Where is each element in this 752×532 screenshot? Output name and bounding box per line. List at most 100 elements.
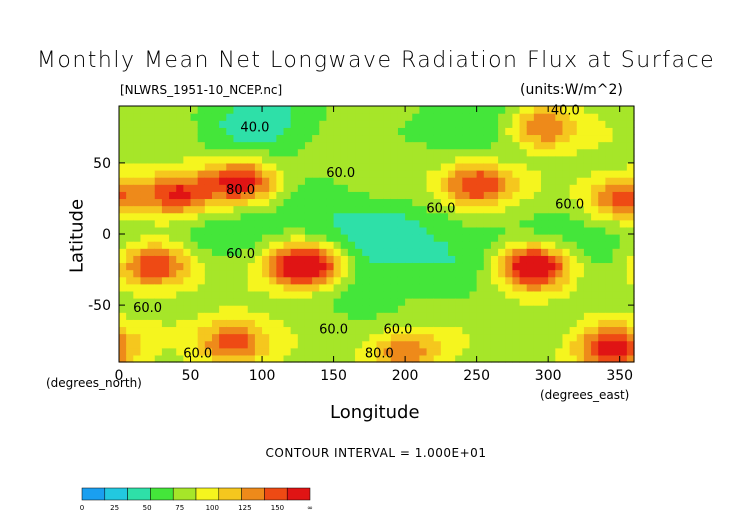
heatmap-cell	[312, 248, 320, 256]
heatmap-cell	[397, 354, 406, 363]
heatmap-cell	[476, 155, 485, 164]
heatmap-cell	[519, 212, 528, 221]
heatmap-cell	[119, 354, 127, 363]
heatmap-cell	[455, 191, 463, 200]
heatmap-cell	[340, 234, 349, 242]
heatmap-cell	[448, 234, 456, 242]
heatmap-cell	[219, 241, 227, 249]
heatmap-cell	[619, 134, 628, 143]
heatmap-cell	[362, 191, 370, 200]
heatmap-cell	[526, 120, 535, 128]
heatmap-cell	[312, 312, 320, 320]
heatmap-cell	[626, 319, 635, 328]
heatmap-cell	[448, 255, 456, 264]
heatmap-cell	[476, 219, 485, 228]
heatmap-cell	[355, 354, 363, 363]
heatmap-cell	[397, 191, 406, 200]
heatmap-cell	[383, 170, 392, 178]
heatmap-cell	[247, 347, 256, 356]
heatmap-cell	[469, 219, 478, 228]
heatmap-cell	[290, 226, 299, 235]
y-tick-label: -50	[88, 298, 111, 314]
heatmap-cell	[448, 319, 456, 328]
heatmap-cell	[433, 162, 442, 171]
heatmap-cell	[483, 184, 492, 192]
heatmap-cell	[562, 319, 571, 328]
heatmap-cell	[133, 141, 142, 150]
heatmap-cell	[269, 326, 277, 335]
heatmap-cell	[433, 262, 442, 271]
heatmap-cell	[140, 134, 149, 143]
heatmap-cell	[333, 319, 342, 328]
heatmap-cell	[183, 340, 192, 349]
heatmap-cell	[333, 184, 342, 192]
heatmap-cell	[290, 170, 299, 178]
y-tick-label: 50	[93, 156, 111, 172]
heatmap-cell	[283, 141, 292, 150]
heatmap-cell	[541, 255, 549, 264]
heatmap-cell	[476, 347, 485, 356]
heatmap-cell	[390, 226, 399, 235]
heatmap-cell	[405, 305, 413, 313]
heatmap-cell	[505, 326, 514, 335]
heatmap-cell	[319, 255, 328, 264]
heatmap-cell	[583, 305, 592, 313]
heatmap-cell	[326, 276, 335, 285]
heatmap-cell	[605, 347, 614, 356]
heatmap-cell	[462, 312, 471, 320]
heatmap-cell	[419, 347, 428, 356]
heatmap-cell	[426, 134, 435, 143]
contour-label: 60.0	[319, 323, 348, 338]
heatmap-cell	[119, 276, 127, 285]
heatmap-cell	[355, 333, 363, 342]
heatmap-cell	[569, 155, 578, 164]
heatmap-cell	[355, 120, 363, 128]
heatmap-cell	[347, 148, 356, 157]
heatmap-cell	[169, 191, 177, 200]
heatmap-cell	[304, 290, 313, 299]
heatmap-cell	[161, 340, 170, 349]
heatmap-cell	[626, 290, 635, 299]
heatmap-cell	[426, 155, 435, 164]
heatmap-cell	[605, 113, 614, 121]
heatmap-cell	[183, 155, 192, 164]
heatmap-cell	[376, 205, 385, 214]
heatmap-cell	[440, 120, 449, 128]
heatmap-cell	[233, 184, 242, 192]
heatmap-cell	[440, 333, 449, 342]
heatmap-cell	[519, 155, 528, 164]
heatmap-cell	[376, 298, 385, 306]
heatmap-cell	[126, 155, 134, 164]
heatmap-cell	[433, 120, 442, 128]
contour-label: 40.0	[240, 121, 269, 136]
heatmap-cell	[455, 106, 463, 114]
heatmap-cell	[312, 205, 320, 214]
heatmap-cell	[526, 298, 535, 306]
heatmap-cell	[591, 347, 599, 356]
heatmap-cell	[161, 269, 170, 278]
heatmap-cell	[297, 326, 306, 335]
heatmap-cell	[469, 262, 478, 271]
heatmap-cell	[376, 141, 385, 150]
heatmap-cell	[583, 333, 592, 342]
heatmap-cell	[383, 191, 392, 200]
heatmap-cell	[412, 234, 421, 242]
heatmap-cell	[455, 276, 463, 285]
heatmap-cell	[605, 226, 614, 235]
heatmap-cell	[390, 219, 399, 228]
heatmap-cell	[133, 276, 142, 285]
heatmap-cell	[340, 269, 349, 278]
heatmap-cell	[591, 290, 599, 299]
contour-label: 60.0	[555, 197, 584, 212]
heatmap-cell	[412, 198, 421, 207]
heatmap-cell	[333, 283, 342, 292]
heatmap-cell	[247, 134, 256, 143]
heatmap-cell	[297, 177, 306, 185]
heatmap-cell	[297, 198, 306, 207]
heatmap-cell	[204, 106, 213, 114]
heatmap-cell	[569, 127, 578, 136]
heatmap-cell	[340, 283, 349, 292]
heatmap-cell	[126, 134, 134, 143]
heatmap-cell	[254, 184, 263, 192]
heatmap-cell	[505, 290, 514, 299]
